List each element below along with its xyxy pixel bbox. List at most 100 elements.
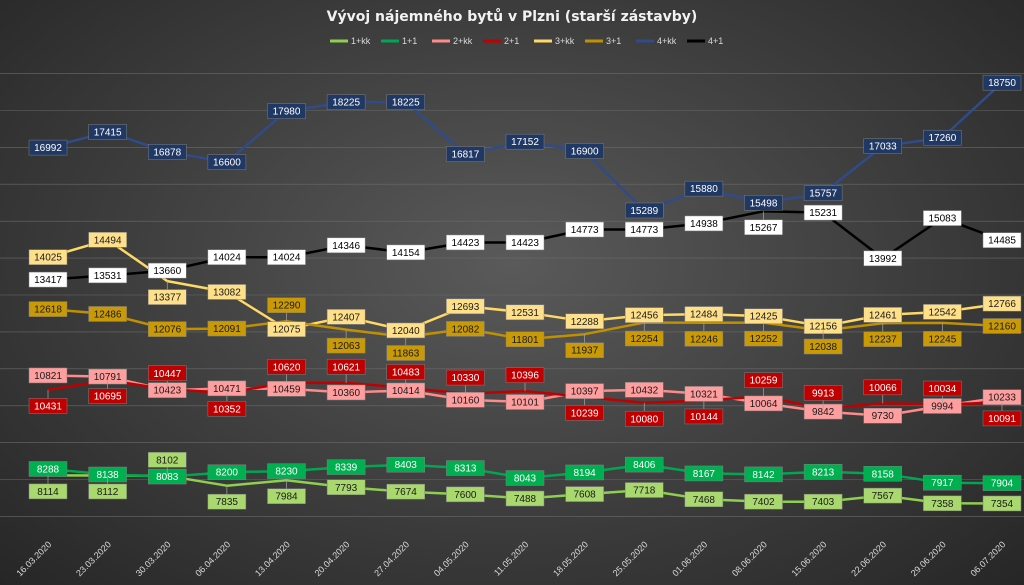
data-label-box — [923, 495, 962, 512]
data-label: 8288 — [37, 464, 60, 475]
data-label-box — [625, 482, 664, 498]
data-label: 17415 — [94, 127, 122, 138]
data-label-box — [207, 493, 247, 510]
data-label: 12040 — [392, 326, 420, 337]
data-label-box — [505, 133, 545, 150]
data-label-box — [148, 365, 187, 382]
x-tick-label: 16.03.2020 — [14, 539, 53, 578]
data-label: 10064 — [750, 399, 778, 410]
data-label-box — [684, 306, 724, 322]
data-label: 12156 — [809, 322, 837, 333]
data-label-box — [267, 249, 306, 265]
data-label: 12461 — [869, 310, 897, 321]
chart-title: Vývoj nájemného bytů v Plzni (starší zás… — [327, 8, 698, 25]
data-label-box — [28, 398, 68, 414]
data-label-box — [505, 470, 545, 486]
data-label-box — [744, 466, 783, 483]
data-label-box — [505, 394, 545, 410]
data-label: 12252 — [750, 334, 778, 345]
data-label-box — [28, 367, 68, 384]
data-label: 10066 — [869, 383, 897, 394]
data-label: 9842 — [812, 407, 835, 418]
data-label: 10621 — [332, 362, 360, 373]
data-label-box — [446, 234, 485, 251]
data-label-box — [863, 250, 902, 267]
data-label-box — [326, 94, 366, 110]
data-label-box — [148, 452, 187, 468]
data-label: 15880 — [690, 184, 718, 195]
data-label: 12531 — [511, 308, 539, 319]
data-label: 7358 — [931, 499, 954, 510]
data-label: 7567 — [872, 491, 895, 502]
data-label: 7488 — [514, 494, 537, 505]
data-label-box — [863, 307, 902, 323]
data-label: 18750 — [988, 78, 1016, 89]
x-tick-label: 01.06.2020 — [670, 539, 709, 578]
data-label: 8403 — [395, 460, 418, 471]
data-label: 13082 — [213, 287, 241, 298]
data-label-box — [982, 495, 1022, 512]
data-label-box — [88, 267, 127, 284]
data-label: 13417 — [34, 275, 62, 286]
data-label: 10483 — [392, 367, 420, 378]
data-label: 7718 — [633, 486, 656, 497]
data-label-box — [565, 342, 604, 358]
data-label: 10080 — [630, 414, 658, 425]
data-label: 10821 — [34, 371, 62, 382]
data-label-box — [148, 262, 187, 279]
data-label: 12038 — [809, 342, 837, 353]
data-label-box — [744, 372, 783, 388]
data-label: 8213 — [812, 467, 835, 478]
data-label-box — [386, 364, 425, 380]
data-label-box — [207, 154, 247, 170]
x-tick-label: 04.05.2020 — [432, 539, 471, 578]
x-tick-label: 22.06.2020 — [849, 539, 888, 578]
data-label: 12693 — [451, 302, 479, 313]
data-label: 8167 — [693, 469, 716, 480]
data-label: 16878 — [153, 147, 181, 158]
data-label: 10259 — [750, 376, 778, 387]
legend-entry: 1+1 — [402, 36, 417, 46]
data-labels: 16992 13417 14025 12618 10821 10431 8288 8114 17… — [28, 74, 1022, 512]
data-label-box — [684, 331, 724, 347]
data-label: 15498 — [750, 198, 778, 209]
data-label: 14938 — [690, 219, 718, 230]
data-label: 8114 — [37, 487, 59, 498]
data-label: 10423 — [153, 386, 181, 397]
data-label: 9730 — [872, 411, 895, 422]
data-label-box — [982, 475, 1022, 491]
data-label-box — [625, 411, 664, 427]
data-label-box — [684, 180, 724, 197]
data-label-box — [863, 487, 902, 504]
data-label: 18225 — [332, 98, 360, 109]
data-label: 10034 — [928, 384, 956, 395]
data-label-box — [28, 139, 68, 156]
data-label-box — [744, 493, 783, 510]
x-tick-label: 18.05.2020 — [551, 539, 590, 578]
legend-entry: 1+kk — [351, 36, 371, 46]
legend-entry: 3+1 — [606, 36, 621, 46]
data-label-box — [386, 244, 425, 261]
data-label: 12245 — [928, 334, 956, 345]
data-label: 15289 — [630, 206, 658, 217]
data-label-box — [982, 295, 1022, 312]
data-label: 7674 — [395, 487, 418, 498]
data-label-box — [148, 144, 187, 160]
data-label: 8313 — [454, 464, 477, 475]
data-label-box — [565, 143, 604, 159]
data-label: 15757 — [809, 189, 837, 200]
data-label: 7608 — [574, 490, 597, 501]
x-tick-label: 30.03.2020 — [134, 539, 173, 578]
data-label-box — [863, 379, 902, 396]
data-label: 15083 — [928, 214, 956, 225]
data-label-box — [326, 479, 366, 496]
data-label: 10091 — [988, 414, 1016, 425]
data-label-box — [28, 301, 68, 317]
data-label-box — [28, 271, 68, 288]
data-label-box — [505, 490, 545, 507]
legend-entry: 4+kk — [657, 36, 677, 46]
data-label-box — [326, 359, 366, 375]
data-label-box — [625, 382, 664, 398]
data-label: 12425 — [750, 312, 778, 323]
data-label-box — [684, 215, 724, 232]
